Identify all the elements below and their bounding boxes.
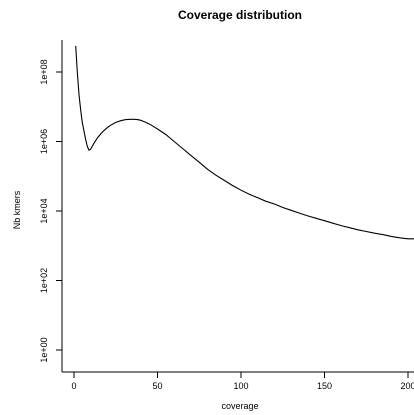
x-axis-label: coverage — [221, 401, 258, 411]
x-tick-label: 50 — [152, 381, 162, 391]
y-axis-label: Nb kmers — [12, 190, 22, 229]
series-line — [75, 45, 414, 240]
y-tick-label: 1e+06 — [39, 129, 49, 154]
x-tick-label: 100 — [233, 381, 248, 391]
y-tick-label: 1e+04 — [39, 198, 49, 223]
y-tick-label: 1e+08 — [39, 59, 49, 84]
x-tick-label: 150 — [317, 381, 332, 391]
x-tick-label: 0 — [71, 381, 76, 391]
x-axis-ticks: 0 50 100 150 200 — [71, 372, 414, 391]
x-tick-label: 200 — [400, 381, 414, 391]
y-tick-label: 1e+00 — [39, 337, 49, 362]
y-axis-ticks: 1e+00 1e+02 1e+04 1e+06 1e+08 — [39, 59, 62, 363]
series-layer — [75, 45, 414, 240]
chart-title: Coverage distribution — [178, 8, 302, 22]
y-tick-label: 1e+02 — [39, 268, 49, 293]
